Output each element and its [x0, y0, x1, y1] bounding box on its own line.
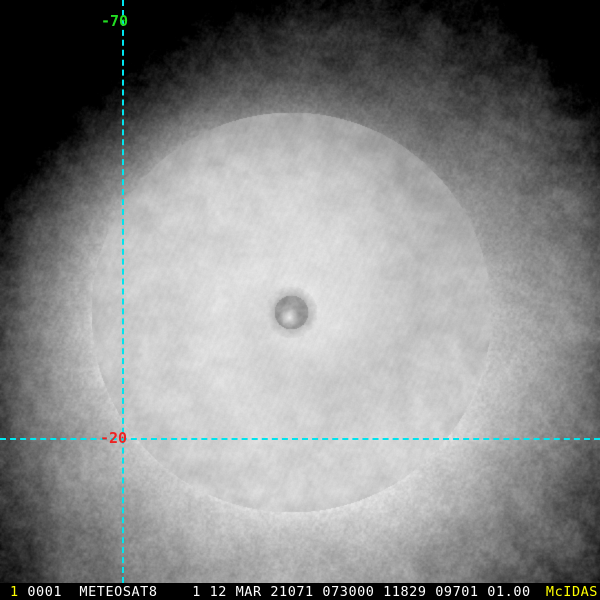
status-bar: 1 0001 METEOSAT8 1 12 MAR 21071 073000 1… — [0, 583, 600, 600]
mcidas-brand-label: McIDAS — [545, 584, 598, 600]
frame-number: 1 — [10, 584, 19, 600]
image-info-text: 1 0001 METEOSAT8 1 12 MAR 21071 073000 1… — [10, 584, 531, 600]
image-metadata: 0001 METEOSAT8 1 12 MAR 21071 073000 118… — [18, 584, 531, 600]
